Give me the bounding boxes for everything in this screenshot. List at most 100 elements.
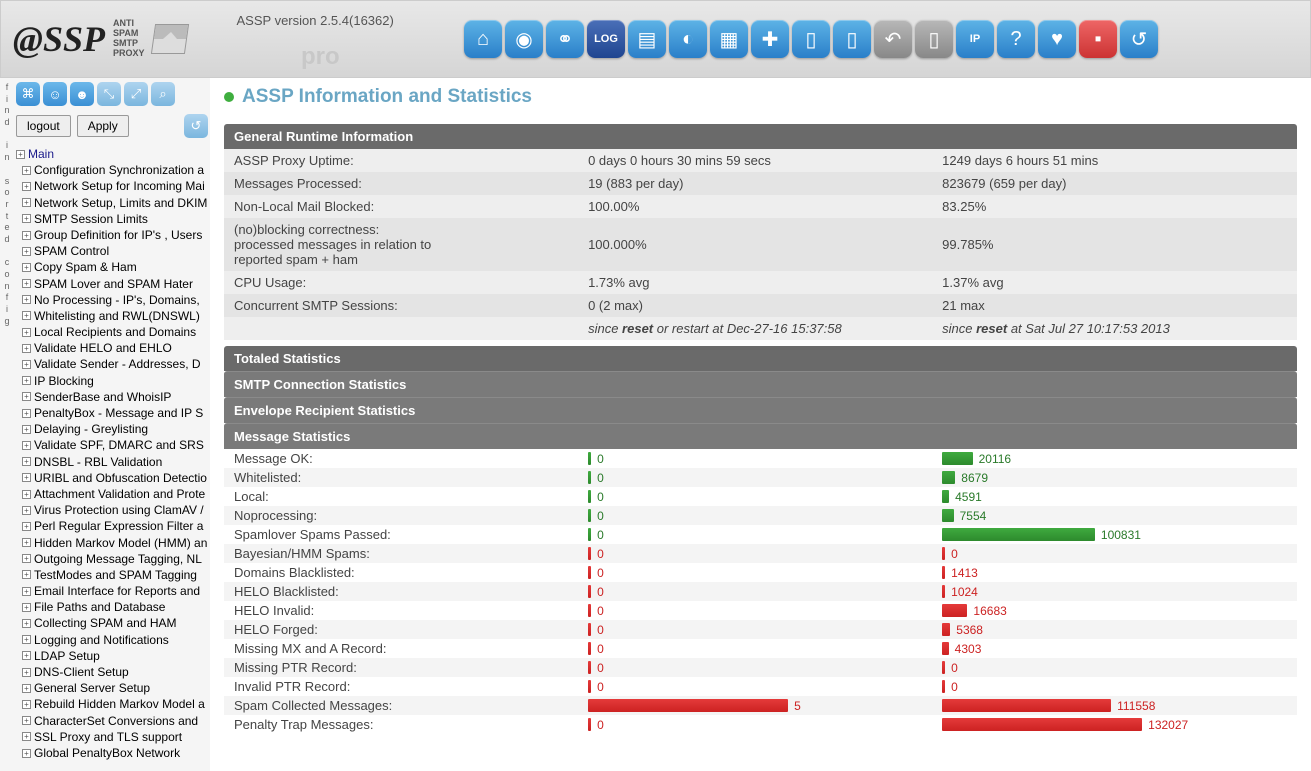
expand-box-icon[interactable]: + [22,360,31,369]
tree-item[interactable]: +Network Setup, Limits and DKIM [16,195,210,211]
tree-item[interactable]: +Local Recipients and Domains [16,324,210,340]
tree-item[interactable]: +Validate SPF, DMARC and SRS [16,437,210,453]
expand-box-icon[interactable]: + [22,587,31,596]
tree-item[interactable]: +Delaying - Greylisting [16,421,210,437]
globe-icon[interactable]: ◐ [669,20,707,58]
expand-box-icon[interactable]: + [22,409,31,418]
ip-icon[interactable]: IP [956,20,994,58]
tree-item[interactable]: +Hidden Markov Model (HMM) an [16,535,210,551]
tree-item[interactable]: +URIBL and Obfuscation Detectio [16,470,210,486]
diag-icon[interactable]: ✚ [751,20,789,58]
expand-box-icon[interactable]: + [22,311,31,320]
expand-box-icon[interactable]: + [22,214,31,223]
section-envelope[interactable]: Envelope Recipient Statistics [224,397,1297,423]
person-icon[interactable]: ☺ [43,82,67,106]
tree-item[interactable]: +Configuration Synchronization a [16,162,210,178]
log-icon[interactable]: LOG [587,20,625,58]
save-icon[interactable]: ▪ [1079,20,1117,58]
tree-item[interactable]: +Group Definition for IP's , Users [16,227,210,243]
search-side-icon[interactable]: ⌕ [151,82,175,106]
expand-box-icon[interactable]: + [22,506,31,515]
tree-item[interactable]: +DNS-Client Setup [16,664,210,680]
tree-item[interactable]: +DNSBL - RBL Validation [16,454,210,470]
expand-box-icon[interactable]: + [22,295,31,304]
expand-box-icon[interactable]: + [22,263,31,272]
expand-box-icon[interactable]: + [22,490,31,499]
tree-item[interactable]: +IP Blocking [16,373,210,389]
tree-item[interactable]: +Attachment Validation and Prote [16,486,210,502]
tree-item[interactable]: +Global PenaltyBox Network [16,745,210,761]
expand-box-icon[interactable]: + [22,538,31,547]
tree-item[interactable]: +Outgoing Message Tagging, NL [16,551,210,567]
tree-item[interactable]: +SPAM Lover and SPAM Hater [16,276,210,292]
tree-item[interactable]: +File Paths and Database [16,599,210,615]
expand-box-icon[interactable]: + [22,392,31,401]
apply-button[interactable]: Apply [77,115,129,137]
tree-item[interactable]: +Perl Regular Expression Filter a [16,518,210,534]
donate-icon[interactable]: ♥ [1038,20,1076,58]
tree-item[interactable]: +SenderBase and WhoisIP [16,389,210,405]
expand-box-icon[interactable]: + [22,425,31,434]
tree-item[interactable]: +SPAM Control [16,243,210,259]
tree-item[interactable]: +Validate Sender - Addresses, D [16,356,210,372]
tree-item[interactable]: +SMTP Session Limits [16,211,210,227]
expand-box-icon[interactable]: + [22,651,31,660]
expand-box-icon[interactable]: + [22,554,31,563]
expand-icon[interactable]: ⤡ [97,82,121,106]
tree-item[interactable]: +Main [16,146,210,162]
history-icon[interactable]: ↺ [1120,20,1158,58]
tree-item[interactable]: +Virus Protection using ClamAV / [16,502,210,518]
section-general-runtime[interactable]: General Runtime Information [224,124,1297,149]
expand-box-icon[interactable]: + [22,732,31,741]
collapse-icon[interactable]: ⤢ [124,82,148,106]
tree-item[interactable]: +Collecting SPAM and HAM [16,615,210,631]
home-icon[interactable]: ⌂ [464,20,502,58]
disc-icon[interactable]: ◉ [505,20,543,58]
expand-box-icon[interactable]: + [22,522,31,531]
section-smtp[interactable]: SMTP Connection Statistics [224,371,1297,397]
tree-item[interactable]: +SSL Proxy and TLS support [16,729,210,745]
tree-item[interactable]: +Network Setup for Incoming Mai [16,178,210,194]
expand-box-icon[interactable]: + [22,603,31,612]
expand-box-icon[interactable]: + [22,247,31,256]
link-icon[interactable]: ⌘ [16,82,40,106]
expand-box-icon[interactable]: + [22,668,31,677]
undo-icon[interactable]: ↶ [874,20,912,58]
section-message[interactable]: Message Statistics [224,423,1297,449]
expand-box-icon[interactable]: + [22,279,31,288]
expand-box-icon[interactable]: + [22,700,31,709]
expand-box-icon[interactable]: + [22,749,31,758]
history-side-icon[interactable]: ↺ [184,114,208,138]
expand-box-icon[interactable]: + [22,457,31,466]
tree-item[interactable]: +Logging and Notifications [16,632,210,648]
expand-box-icon[interactable]: + [22,328,31,337]
book2-icon[interactable]: ▯ [833,20,871,58]
expand-box-icon[interactable]: + [22,619,31,628]
expand-box-icon[interactable]: + [22,684,31,693]
calendar-icon[interactable]: ▦ [710,20,748,58]
tree-item[interactable]: +Validate HELO and EHLO [16,340,210,356]
report-icon[interactable]: ▤ [628,20,666,58]
expand-box-icon[interactable]: + [22,231,31,240]
tree-item[interactable]: +Email Interface for Reports and [16,583,210,599]
expand-box-icon[interactable]: + [22,198,31,207]
expand-box-icon[interactable]: + [22,166,31,175]
tree-item[interactable]: +CharacterSet Conversions and [16,713,210,729]
expand-box-icon[interactable]: + [16,150,25,159]
help-icon[interactable]: ? [997,20,1035,58]
expand-box-icon[interactable]: + [22,473,31,482]
tree-item[interactable]: +PenaltyBox - Message and IP S [16,405,210,421]
expand-box-icon[interactable]: + [22,441,31,450]
users-icon[interactable]: ⚭ [546,20,584,58]
expand-box-icon[interactable]: + [22,716,31,725]
book1-icon[interactable]: ▯ [792,20,830,58]
logout-button[interactable]: logout [16,115,71,137]
tree-item[interactable]: +Copy Spam & Ham [16,259,210,275]
tree-item[interactable]: +No Processing - IP's, Domains, [16,292,210,308]
expand-box-icon[interactable]: + [22,635,31,644]
tree-item[interactable]: +Rebuild Hidden Markov Model a [16,696,210,712]
tree-item[interactable]: +TestModes and SPAM Tagging [16,567,210,583]
expand-box-icon[interactable]: + [22,570,31,579]
expand-box-icon[interactable]: + [22,344,31,353]
tree-item[interactable]: +General Server Setup [16,680,210,696]
